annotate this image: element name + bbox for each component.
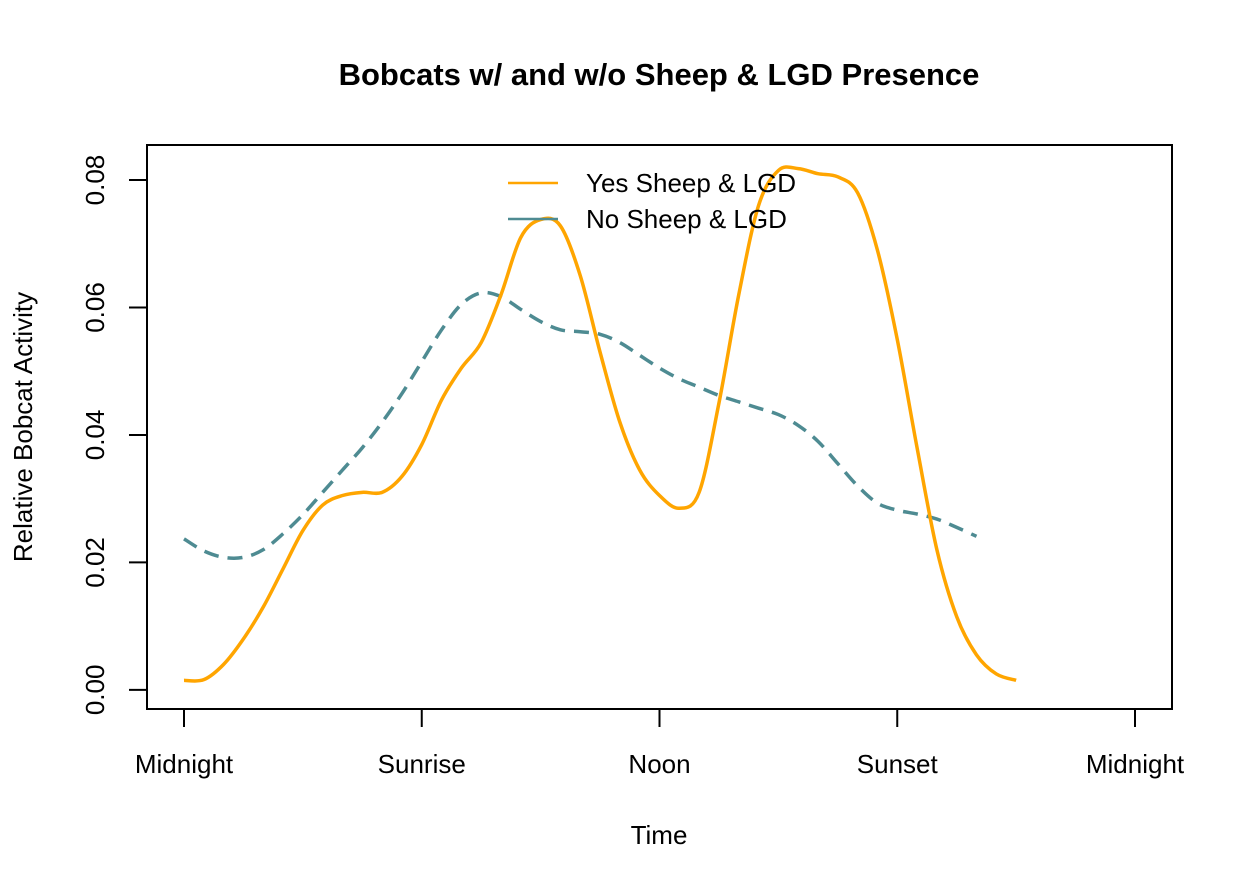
x-tick-label: Midnight — [135, 749, 234, 779]
legend: Yes Sheep & LGD No Sheep & LGD — [508, 168, 796, 234]
x-tick-label: Noon — [628, 749, 690, 779]
y-axis-label: Relative Bobcat Activity — [8, 292, 38, 562]
series-layer — [183, 165, 1017, 683]
x-axis-label: Time — [631, 820, 688, 850]
x-tick-label: Sunset — [857, 749, 939, 779]
y-axis: 0.00 0.02 0.04 0.06 0.08 — [80, 155, 148, 716]
chart-title: Bobcats w/ and w/o Sheep & LGD Presence — [339, 57, 980, 92]
x-axis: Midnight Sunrise Noon Sunset Midnight — [135, 708, 1185, 779]
y-tick-label: 0.04 — [80, 410, 110, 461]
y-tick-label: 0.08 — [80, 155, 110, 206]
y-tick-label: 0.00 — [80, 665, 110, 716]
x-tick-label: Sunrise — [378, 749, 466, 779]
legend-label: Yes Sheep & LGD — [586, 168, 796, 198]
series-line-yes-sheep-lgd — [183, 165, 1017, 683]
x-tick-label: Midnight — [1086, 749, 1185, 779]
y-tick-label: 0.06 — [80, 282, 110, 333]
y-tick-label: 0.02 — [80, 537, 110, 588]
series-line-no-sheep-lgd — [183, 290, 978, 560]
legend-label: No Sheep & LGD — [586, 204, 787, 234]
